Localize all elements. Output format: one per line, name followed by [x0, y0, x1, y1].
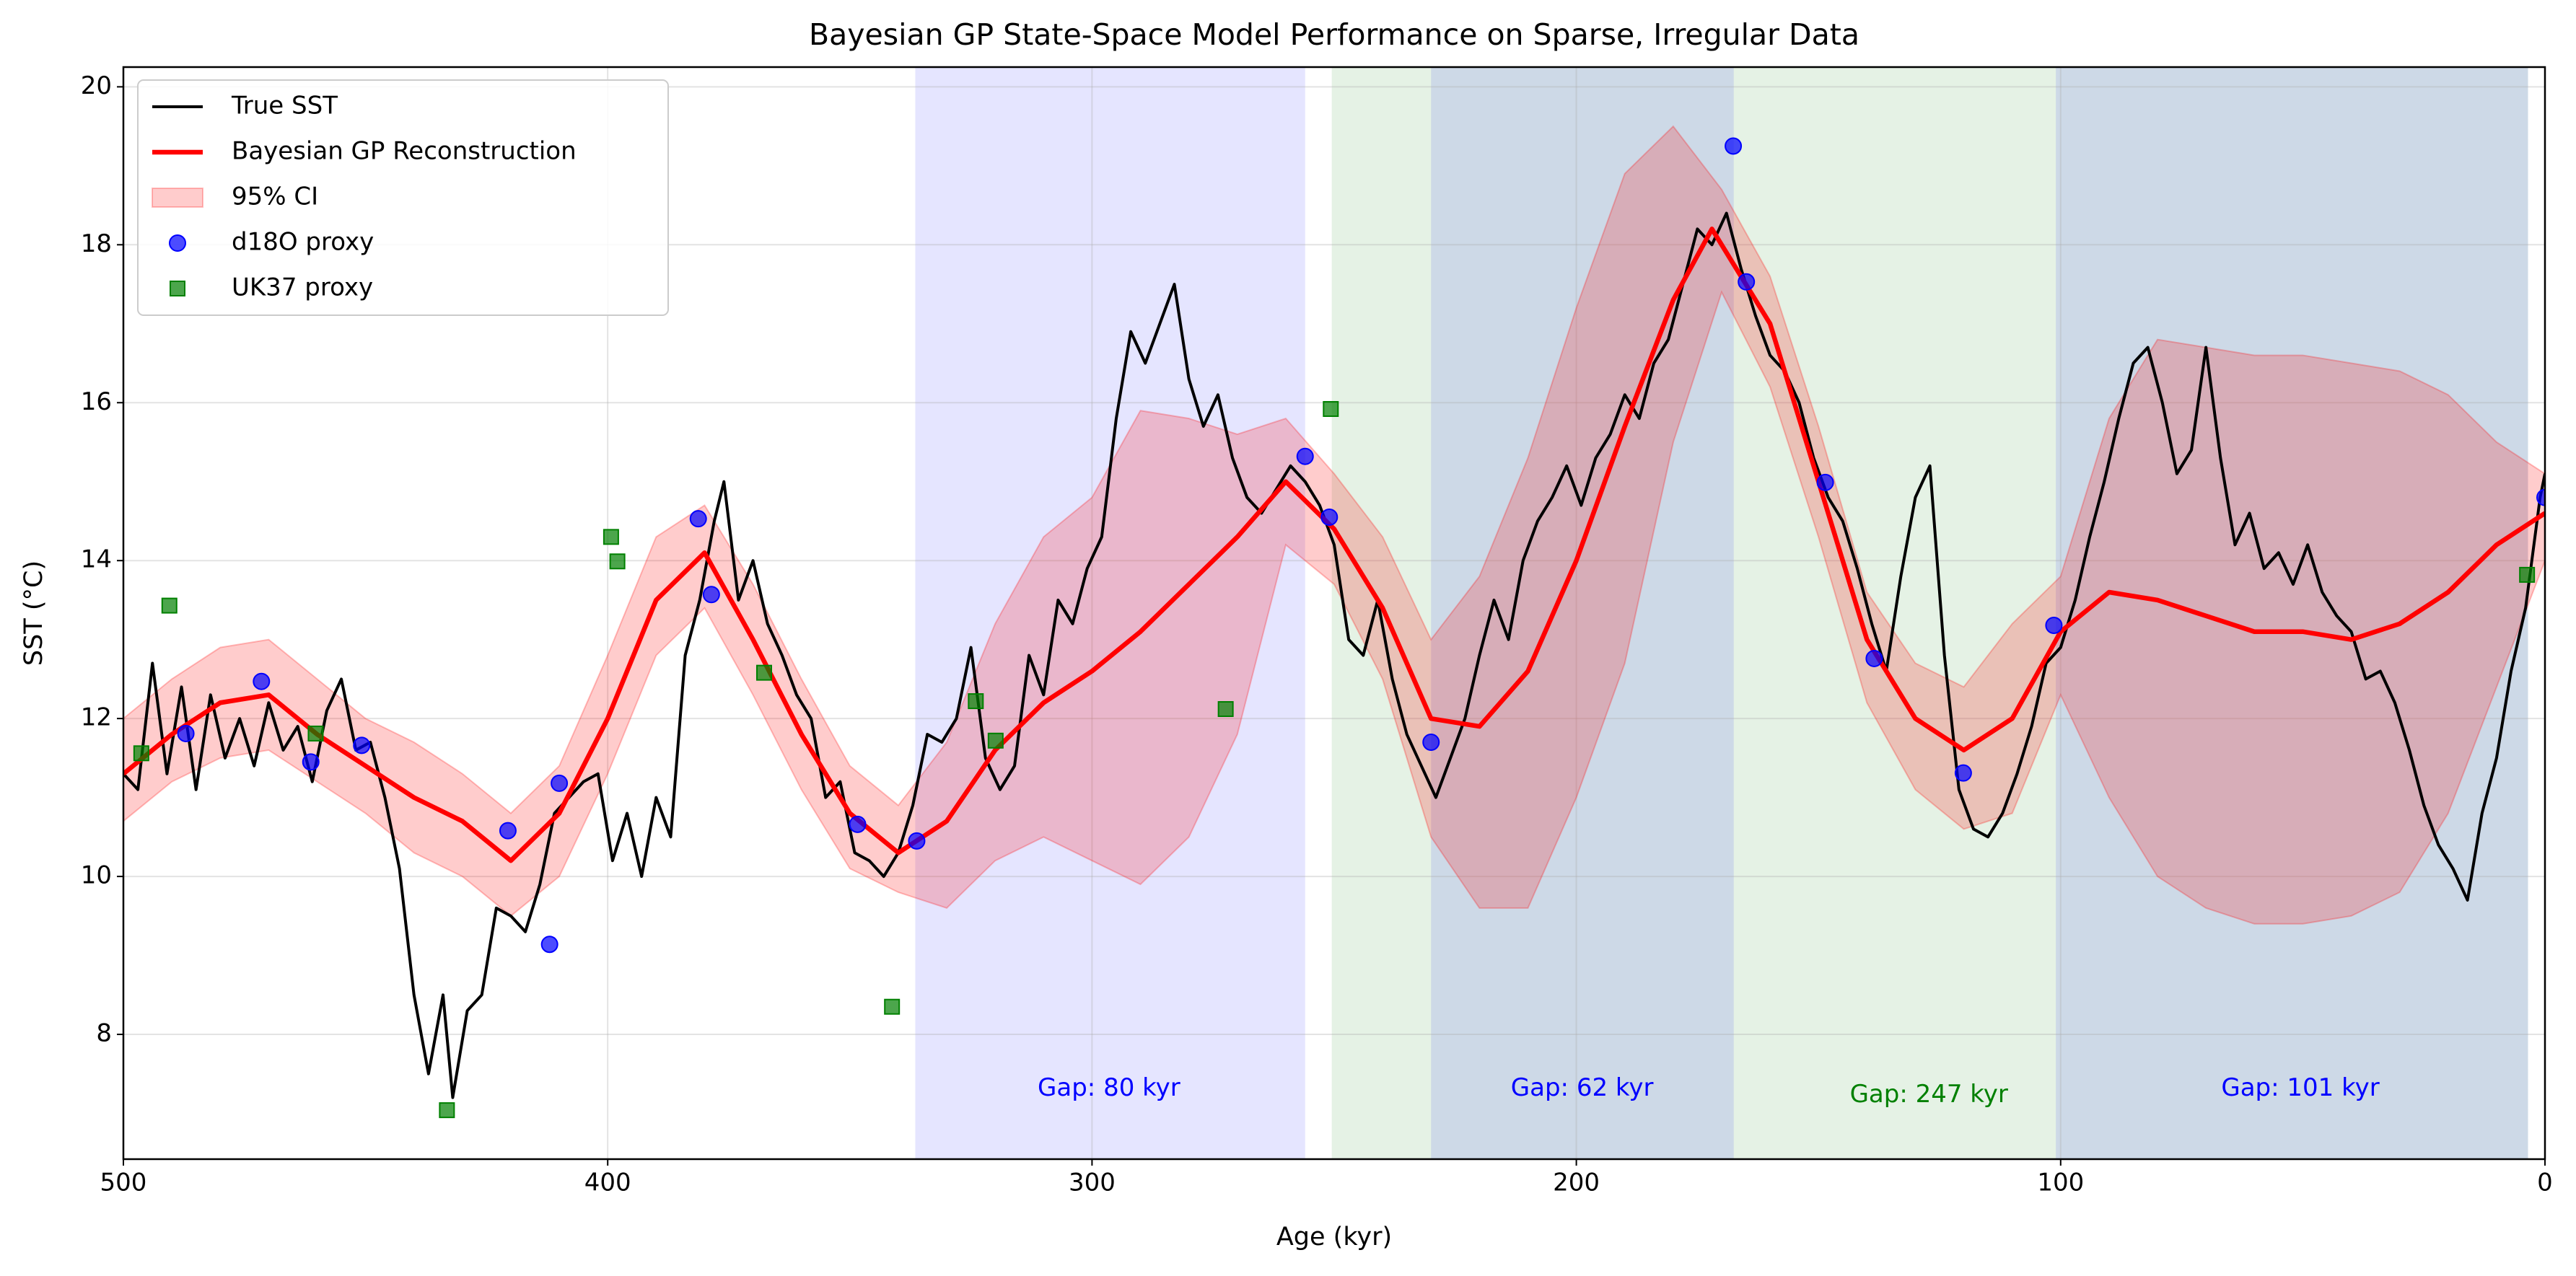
legend-handle [152, 188, 203, 208]
proxy-point [1422, 733, 1440, 751]
proxy-point [1296, 447, 1314, 465]
proxy-point [1954, 764, 1972, 782]
proxy-point [884, 998, 901, 1015]
y-tick-label: 12 [81, 703, 112, 732]
x-axis-label: Age (kyr) [1276, 1223, 1392, 1251]
gap-label: Gap: 80 kyr [1038, 1073, 1180, 1102]
gap-span [1431, 67, 1734, 1159]
line [123, 211, 2545, 1099]
y-tick-label: 8 [96, 1019, 112, 1048]
legend-label: d18O proxy [232, 228, 374, 257]
gap-span [1331, 67, 2528, 1159]
legend-label: Bayesian GP Reconstruction [232, 137, 577, 166]
legend-handle [169, 234, 186, 252]
proxy-point [307, 725, 324, 742]
proxy-point [987, 732, 1004, 749]
gap-span [2056, 67, 2528, 1159]
proxy-point [1217, 701, 1234, 718]
proxy-point [689, 510, 707, 528]
proxy-point [177, 724, 195, 742]
legend-label: UK37 proxy [232, 273, 373, 302]
y-tick-label: 18 [81, 229, 112, 258]
proxy-point [499, 822, 517, 840]
gap-span [915, 67, 1305, 1159]
proxy-point [133, 745, 149, 762]
gap-label: Gap: 247 kyr [1850, 1080, 2008, 1109]
proxy-point [1865, 649, 1883, 667]
legend-handle [170, 281, 185, 296]
y-tick-label: 14 [81, 545, 112, 574]
ci-band [123, 125, 2545, 925]
proxy-point [161, 597, 178, 614]
x-tick-label: 300 [1069, 1169, 1116, 1197]
proxy-point [439, 1102, 455, 1119]
legend-label: True SST [231, 92, 338, 120]
x-tick-label: 100 [2037, 1169, 2084, 1197]
line [123, 226, 2545, 863]
proxy-point [551, 774, 569, 792]
y-tick-label: 20 [81, 71, 112, 100]
y-tick-label: 10 [81, 861, 112, 890]
proxy-point [2536, 488, 2545, 506]
proxy-point [609, 553, 626, 570]
gap-label: Gap: 62 kyr [1511, 1073, 1654, 1102]
proxy-point [755, 664, 772, 681]
proxy-point [1738, 273, 1756, 291]
proxy-point [1816, 473, 1834, 491]
proxy-point [353, 736, 371, 754]
proxy-point [253, 672, 271, 690]
gap-label: Gap: 101 kyr [2221, 1073, 2379, 1102]
x-tick-label: 200 [1553, 1169, 1600, 1197]
proxy-point [540, 936, 558, 954]
y-tick-label: 16 [81, 387, 112, 416]
proxy-point [702, 586, 720, 604]
proxy-point [1323, 401, 1339, 418]
x-tick-label: 500 [100, 1169, 147, 1197]
x-tick-label: 400 [584, 1169, 631, 1197]
legend-box [137, 79, 669, 316]
proxy-point [2519, 566, 2536, 583]
legend-label: 95% CI [232, 182, 318, 211]
proxy-point [908, 832, 926, 850]
proxy-point [603, 529, 619, 545]
proxy-point [849, 815, 867, 833]
y-axis-label: SST (°C) [19, 560, 48, 666]
plot-area [123, 125, 2545, 1119]
chart-title: Bayesian GP State-Space Model Performanc… [809, 17, 1859, 52]
proxy-point [968, 693, 984, 710]
plot-frame [122, 66, 2546, 1161]
proxy-point [1725, 137, 1743, 155]
proxy-point [2045, 616, 2063, 634]
proxy-point [1320, 508, 1339, 526]
proxy-point [302, 753, 320, 771]
x-tick-label: 0 [2537, 1169, 2553, 1197]
